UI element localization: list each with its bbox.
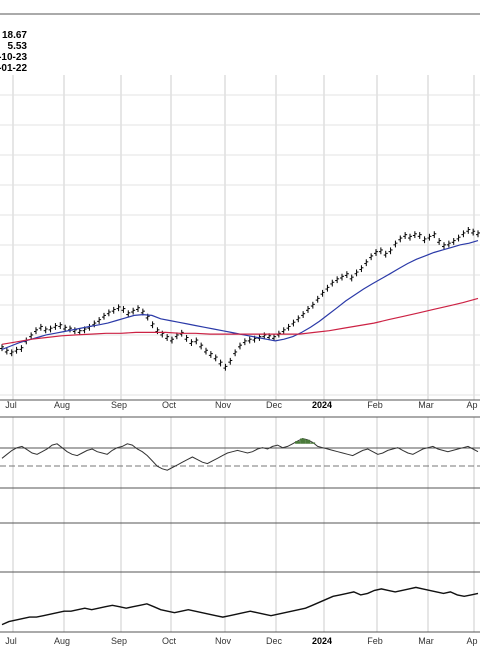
x-tick-label: Feb [367,636,383,646]
x-tick-label: Dec [266,636,283,646]
x-tick-label: Oct [162,400,177,410]
x-tick-label: 2024 [312,400,332,410]
x-tick-label: Mar [418,400,434,410]
header-stat-1: 18.67 [1,30,27,41]
x-tick-label: Dec [266,400,283,410]
x-tick-label: Mar [418,636,434,646]
header-stat-4: -01-22 [0,63,27,74]
overbought-fill [295,441,301,444]
overbought-fill [310,442,316,444]
moving-average-short [1,240,479,350]
x-tick-label: Nov [215,400,232,410]
x-tick-label: Feb [367,400,383,410]
overbought-fill [305,439,311,444]
x-tick-label: Jul [5,400,17,410]
x-tick-label: 2024 [312,636,332,646]
x-tick-label: Nov [215,636,232,646]
header-stat-2: 5.53 [7,41,27,52]
x-tick-label: Ap [466,400,477,410]
x-tick-label: Aug [54,400,70,410]
x-tick-label: Sep [111,400,127,410]
x-tick-label: Ap [466,636,477,646]
indicator-line [1,437,479,471]
moving-average-long [1,297,479,345]
x-tick-label: Sep [111,636,127,646]
header-stat-3: -10-23 [0,52,27,63]
x-tick-label: Jul [5,636,17,646]
x-tick-label: Oct [162,636,177,646]
overbought-fill [300,438,306,444]
bottom-indicator-line [1,586,479,626]
x-tick-label: Aug [54,636,70,646]
